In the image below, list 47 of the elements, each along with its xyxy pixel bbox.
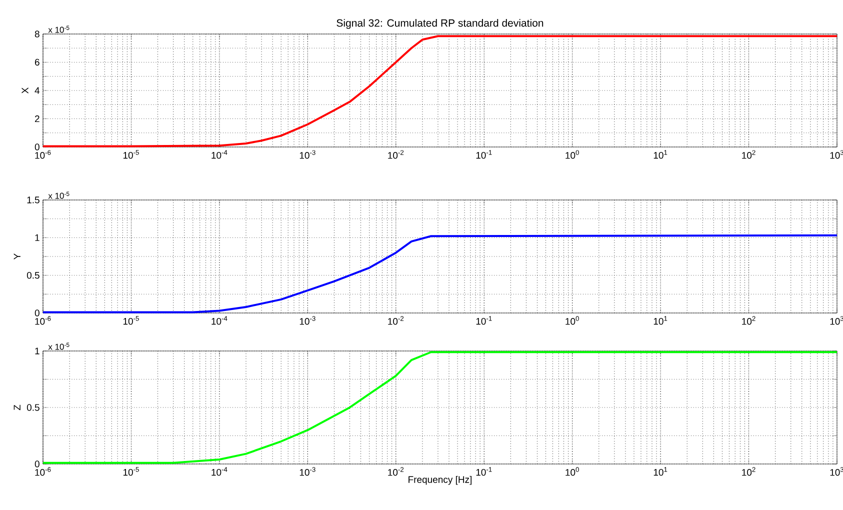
x-tick-label: 10$^{-6}$	[35, 150, 51, 159]
x-tick-label: 10$^{-4}$	[212, 150, 228, 159]
x-tick-label: 10$^{2}$	[742, 150, 756, 159]
x-tick-label: 10$^{1}$	[654, 467, 668, 476]
x-tick-label: 10$^{-6}$	[35, 316, 51, 325]
y-tick-label: 0.5	[26, 272, 40, 279]
y-tick-label: 2	[34, 115, 40, 122]
x-tick-label: 10$^{-3}$	[300, 150, 316, 159]
x-tick-label: 10$^{-6}$	[35, 467, 51, 476]
y-tick-label: 4	[34, 87, 40, 94]
x-tick-label: 10$^{0}$	[566, 316, 579, 325]
x-tick-label: 10$^{-4}$	[212, 467, 228, 476]
x-tick-label: 10$^{-1}$	[476, 150, 492, 159]
x-tick-label: 10$^{1}$	[654, 316, 668, 325]
x-tick-label: 10$^{-2}$	[388, 316, 404, 325]
x-tick-label: 10$^{0}$	[566, 150, 579, 159]
x-tick-label: 10$^{-5}$	[123, 467, 139, 476]
text: x 10$^{-5}$	[48, 26, 70, 33]
x-tick-label: 10$^{-2}$	[388, 150, 404, 159]
y-tick-label: 1	[35, 348, 40, 354]
x-tick-label: 10$^{-5}$	[123, 150, 139, 159]
x-tick-label: 10$^{-3}$	[300, 316, 316, 325]
x-axis-title: Frequency [Hz]	[408, 476, 472, 485]
text: x 10$^{-5}$	[48, 192, 70, 199]
y-tick-label: 0	[34, 460, 40, 468]
y-tick-label: 6	[35, 58, 40, 66]
x-tick-label: 10$^{-4}$	[212, 316, 228, 325]
x-tick-label: 10$^{-1}$	[476, 316, 492, 325]
y-tick-label: 8	[34, 30, 40, 38]
x-tick-label: 10$^{1}$	[654, 150, 668, 159]
y-axis-title: Y	[14, 254, 20, 260]
y-tick-label: 0	[34, 310, 40, 316]
x-tick-label: 10$^{-3}$	[300, 467, 316, 476]
y-axis-title: X	[22, 88, 28, 94]
x-tick-label: 10$^{0}$	[566, 467, 579, 476]
x-tick-label: 10$^{-2}$	[388, 467, 404, 476]
x-tick-label: 10$^{2}$	[742, 316, 756, 325]
y-axis-title: Z	[14, 404, 20, 410]
chart-title: Signal 32: Cumulated RP standard deviation	[336, 19, 544, 29]
y-tick-label: 0.5	[26, 404, 40, 411]
y-tick-label: 1	[35, 234, 40, 241]
x-tick-label: 10$^{-5}$	[123, 316, 139, 325]
text: x 10$^{-5}$	[48, 342, 70, 350]
x-tick-label: 10$^{-1}$	[476, 467, 492, 476]
y-tick-label: 0	[34, 144, 40, 150]
y-tick-label: 1.5	[27, 196, 40, 204]
x-tick-label: 10$^{2}$	[742, 467, 756, 476]
